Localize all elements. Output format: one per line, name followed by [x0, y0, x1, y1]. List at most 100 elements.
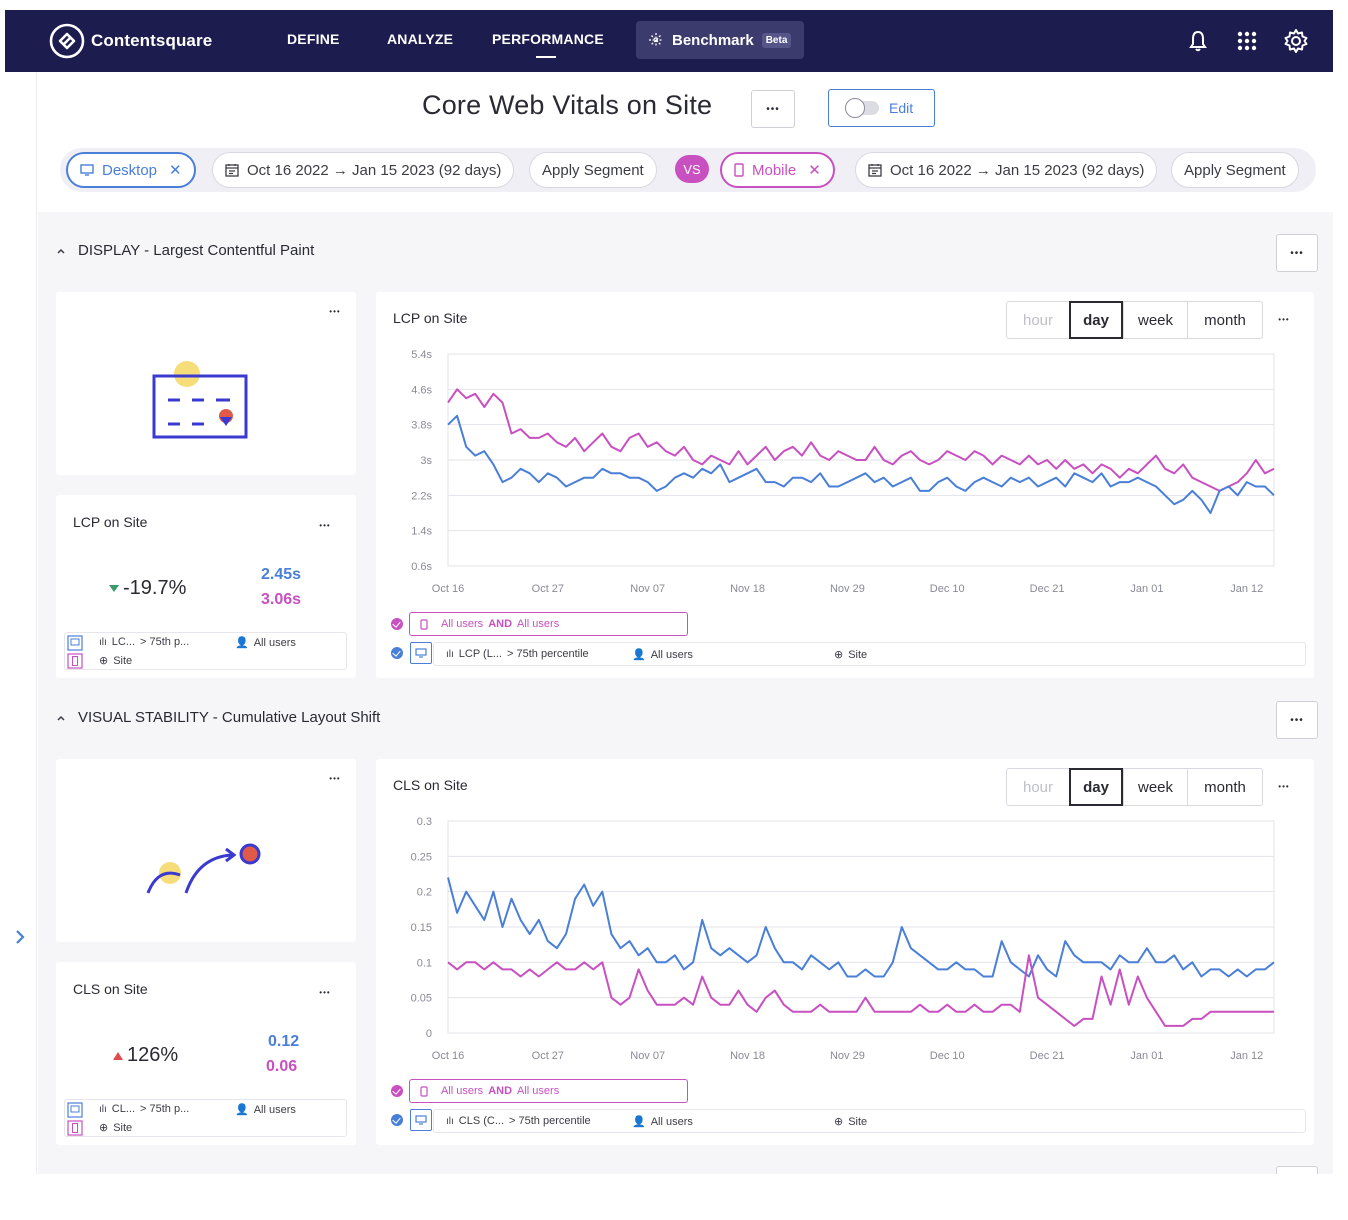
right-apply-segment-button[interactable]: Apply Segment [1171, 152, 1299, 188]
kpi-users: 👤 All users [235, 636, 296, 650]
chevron-right-icon[interactable] [11, 927, 29, 947]
contentsquare-logo-icon [49, 23, 85, 59]
percentile-label: > 75th percentile [507, 648, 589, 660]
brand-logo[interactable]: Contentsquare [49, 23, 212, 59]
more-dots-icon: ••• [329, 773, 341, 783]
next-section-more-button[interactable] [1276, 1166, 1318, 1174]
granularity-hour[interactable]: hour [1022, 778, 1054, 796]
left-date-range-pill[interactable]: Oct 16 2022 → Jan 15 2023 (92 days) [212, 152, 515, 188]
section-header-lcp[interactable]: DISPLAY - Largest Contentful Paint [56, 242, 314, 259]
x-tick-label: Nov 29 [830, 1050, 865, 1062]
y-tick-label: 0.2 [417, 887, 432, 899]
granularity-month[interactable]: month [1187, 769, 1262, 805]
chevron-up-icon[interactable] [56, 714, 66, 722]
edit-toggle-button[interactable]: Edit [828, 89, 935, 127]
right-date-range-pill[interactable]: Oct 16 2022 → Jan 15 2023 (92 days) [855, 152, 1158, 188]
section-header-cls[interactable]: VISUAL STABILITY - Cumulative Layout Shi… [56, 709, 380, 726]
x-tick-label: Nov 29 [830, 583, 865, 595]
desktop-series-toggle[interactable] [391, 1114, 403, 1126]
mobile-segment-pill[interactable]: Mobile ✕ [720, 152, 835, 188]
card-more-button[interactable]: ••• [324, 304, 346, 318]
lcp-chart-card: LCP on Site hour day week month ••• 0.6s… [376, 292, 1314, 678]
users-label: All users [253, 636, 296, 649]
kpi-users: 👤 All users [235, 1103, 296, 1117]
x-tick-label: Dec 10 [930, 1050, 965, 1062]
benchmark-button[interactable]: Benchmark Beta [636, 21, 804, 59]
toggle-switch[interactable] [845, 98, 879, 118]
desktop-icon [410, 642, 432, 664]
section-more-button[interactable]: ••• [1276, 701, 1318, 739]
granularity-selector: hour day week month [1006, 768, 1263, 806]
layout-shift-illustration-icon [146, 843, 261, 894]
kpi-title: LCP on Site [73, 514, 148, 530]
card-more-button[interactable]: ••• [314, 985, 336, 999]
users-label: All users [650, 1115, 693, 1128]
granularity-week[interactable]: week [1123, 302, 1187, 338]
section-title: VISUAL STABILITY - Cumulative Layout Shi… [78, 709, 381, 726]
kpi-metric: ılı CL... > 75th p... [99, 1103, 189, 1115]
mobile-series-legend[interactable]: All users AND All users [409, 1079, 688, 1103]
mobile-series-toggle[interactable] [391, 618, 403, 630]
nav-performance[interactable]: PERFORMANCE [492, 31, 604, 58]
chart-title: LCP on Site [393, 310, 468, 326]
more-dots-icon: ••• [329, 306, 341, 316]
kpi-mobile-value: 3.06s [261, 591, 302, 608]
bar-chart-icon: ılı [99, 636, 107, 648]
y-tick-label: 0.05 [411, 993, 432, 1005]
gear-icon[interactable] [1282, 27, 1310, 55]
mobile-series-toggle[interactable] [391, 1085, 403, 1097]
kpi-delta-value: 126% [127, 1044, 179, 1066]
section-more-button[interactable]: ••• [1276, 234, 1318, 272]
kpi-page: ⊕ Site [99, 1121, 132, 1135]
granularity-hour[interactable]: hour [1022, 311, 1054, 329]
user-icon: 👤 [632, 649, 646, 661]
granularity-month[interactable]: month [1187, 302, 1262, 338]
x-tick-label: Nov 07 [630, 1050, 665, 1062]
y-tick-label: 3s [420, 455, 432, 467]
bell-icon[interactable] [1184, 27, 1212, 55]
chevron-up-icon[interactable] [56, 247, 66, 255]
nav-define[interactable]: DEFINE [287, 31, 340, 47]
benchmark-label: Benchmark [672, 31, 754, 49]
mobile-icon [420, 618, 428, 630]
mobile-series-legend[interactable]: All users AND All users [409, 612, 688, 636]
card-more-button[interactable]: ••• [324, 771, 346, 785]
bar-chart-icon: ılı [99, 1103, 107, 1115]
main-content: Core Web Vitals on Site ••• Edit Desktop… [38, 72, 1333, 1174]
left-apply-segment-button[interactable]: Apply Segment [529, 152, 657, 188]
series-line-1 [447, 954, 1274, 1027]
close-icon[interactable]: ✕ [169, 162, 182, 179]
page-label: Site [113, 654, 133, 667]
percentile-label: > 75th percentile [509, 1115, 591, 1127]
desktop-series-legend[interactable]: ılı CLS (C... > 75th percentile 👤 All us… [433, 1109, 1306, 1133]
page-label: Site [848, 1115, 868, 1128]
y-tick-label: 0.3 [417, 816, 432, 828]
card-more-button[interactable]: ••• [314, 518, 336, 532]
kpi-page: ⊕ Site [99, 654, 133, 668]
desktop-series-toggle[interactable] [391, 647, 403, 659]
globe-icon: ⊕ [834, 1116, 844, 1128]
page-more-button[interactable]: ••• [751, 90, 795, 128]
apps-grid-icon[interactable] [1233, 27, 1261, 55]
granularity-day[interactable]: day [1069, 768, 1123, 806]
kpi-delta-value: -19.7% [123, 577, 187, 599]
mobile-legend-content: All users AND All users [420, 1085, 559, 1097]
close-icon[interactable]: ✕ [808, 162, 821, 179]
device-icons [67, 1102, 83, 1136]
card-more-button[interactable]: ••• [1273, 779, 1295, 793]
more-dots-icon: ••• [1290, 247, 1304, 259]
edit-label: Edit [889, 100, 914, 116]
legend-users-a: All users [441, 1085, 484, 1097]
x-tick-label: Oct 16 [432, 583, 464, 595]
granularity-selector: hour day week month [1006, 301, 1263, 339]
granularity-week[interactable]: week [1123, 769, 1187, 805]
mobile-icon [420, 1085, 428, 1097]
card-more-button[interactable]: ••• [1273, 312, 1295, 326]
nav-analyze[interactable]: ANALYZE [387, 31, 454, 47]
more-dots-icon: ••• [1278, 314, 1290, 324]
granularity-day[interactable]: day [1069, 301, 1123, 339]
desktop-series-legend[interactable]: ılı LCP (L... > 75th percentile 👤 All us… [433, 642, 1306, 666]
x-tick-label: Oct 27 [532, 583, 564, 595]
desktop-segment-pill[interactable]: Desktop ✕ [66, 152, 196, 188]
kpi-legend: ılı CL... > 75th p... 👤 All users ⊕ Site [64, 1099, 347, 1137]
